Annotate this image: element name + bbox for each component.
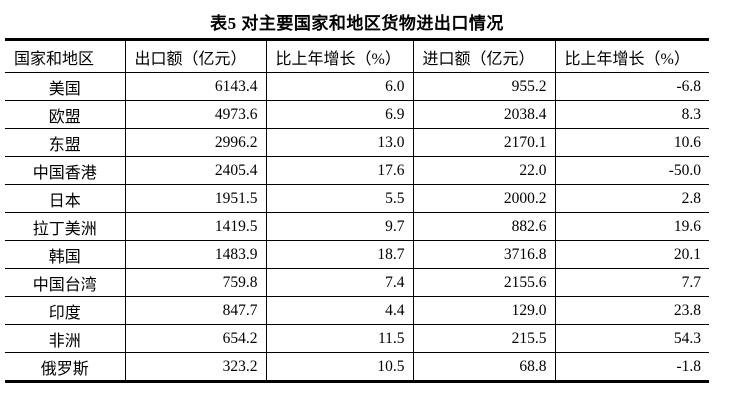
table-row: 印度 847.7 4.4 129.0 23.8 — [5, 296, 709, 325]
value-cell: 7.4 — [265, 268, 414, 297]
value-cell: 5.5 — [265, 184, 414, 213]
value-cell: 10.5 — [265, 352, 414, 382]
value-cell: 215.5 — [412, 324, 556, 353]
import-export-table: 国家和地区 出口额（亿元） 比上年增长（%） 进口额（亿元） 比上年增长（%） … — [5, 38, 709, 383]
value-cell: 13.0 — [265, 128, 414, 157]
table-body: 美国 6143.4 6.0 955.2 -6.8 欧盟 4973.6 6.9 2038.4 8.3… — [5, 72, 709, 382]
column-header-export-value: 出口额（亿元） — [124, 39, 267, 73]
value-cell: 2405.4 — [124, 156, 267, 185]
value-cell: 23.8 — [554, 296, 709, 325]
table-row: 非洲 654.2 11.5 215.5 54.3 — [5, 324, 709, 353]
value-cell: 6143.4 — [124, 72, 267, 101]
region-cell: 俄罗斯 — [5, 352, 126, 382]
region-cell: 中国香港 — [5, 156, 126, 185]
table-row: 东盟 2996.2 13.0 2170.1 10.6 — [5, 128, 709, 157]
value-cell: 4.4 — [265, 296, 414, 325]
value-cell: -1.8 — [554, 352, 709, 382]
value-cell: 1419.5 — [124, 212, 267, 241]
value-cell: 3716.8 — [412, 240, 556, 269]
value-cell: 323.2 — [124, 352, 267, 382]
value-cell: 1951.5 — [124, 184, 267, 213]
table-row: 中国香港 2405.4 17.6 22.0 -50.0 — [5, 156, 709, 185]
table-row: 中国台湾 759.8 7.4 2155.6 7.7 — [5, 268, 709, 297]
region-cell: 非洲 — [5, 324, 126, 353]
value-cell: 19.6 — [554, 212, 709, 241]
value-cell: 7.7 — [554, 268, 709, 297]
value-cell: 17.6 — [265, 156, 414, 185]
value-cell: 1483.9 — [124, 240, 267, 269]
region-cell: 日本 — [5, 184, 126, 213]
value-cell: 2.8 — [554, 184, 709, 213]
region-cell: 美国 — [5, 72, 126, 101]
value-cell: 2155.6 — [412, 268, 556, 297]
column-header-import-growth: 比上年增长（%） — [554, 39, 709, 73]
value-cell: 2000.2 — [412, 184, 556, 213]
table-row: 拉丁美洲 1419.5 9.7 882.6 19.6 — [5, 212, 709, 241]
value-cell: -50.0 — [554, 156, 709, 185]
value-cell: 11.5 — [265, 324, 414, 353]
region-cell: 欧盟 — [5, 100, 126, 129]
column-header-import-value: 进口额（亿元） — [412, 39, 556, 73]
value-cell: 68.8 — [412, 352, 556, 382]
value-cell: 9.7 — [265, 212, 414, 241]
value-cell: 10.6 — [554, 128, 709, 157]
region-cell: 印度 — [5, 296, 126, 325]
value-cell: 22.0 — [412, 156, 556, 185]
value-cell: 20.1 — [554, 240, 709, 269]
table-row: 欧盟 4973.6 6.9 2038.4 8.3 — [5, 100, 709, 129]
table-row: 美国 6143.4 6.0 955.2 -6.8 — [5, 72, 709, 101]
table-row: 日本 1951.5 5.5 2000.2 2.8 — [5, 184, 709, 213]
region-cell: 东盟 — [5, 128, 126, 157]
value-cell: 847.7 — [124, 296, 267, 325]
value-cell: 6.9 — [265, 100, 414, 129]
value-cell: 882.6 — [412, 212, 556, 241]
value-cell: 2996.2 — [124, 128, 267, 157]
region-cell: 拉丁美洲 — [5, 212, 126, 241]
value-cell: 54.3 — [554, 324, 709, 353]
table-row: 韩国 1483.9 18.7 3716.8 20.1 — [5, 240, 709, 269]
header-row: 国家和地区 出口额（亿元） 比上年增长（%） 进口额（亿元） 比上年增长（%） — [5, 39, 709, 73]
value-cell: 129.0 — [412, 296, 556, 325]
column-header-export-growth: 比上年增长（%） — [265, 39, 414, 73]
region-cell: 中国台湾 — [5, 268, 126, 297]
value-cell: 955.2 — [412, 72, 556, 101]
value-cell: 759.8 — [124, 268, 267, 297]
value-cell: 4973.6 — [124, 100, 267, 129]
page-title: 表5 对主要国家和地区货物进出口情况 — [210, 14, 504, 33]
value-cell: 2170.1 — [412, 128, 556, 157]
value-cell: 654.2 — [124, 324, 267, 353]
column-header-region: 国家和地区 — [5, 39, 126, 73]
region-cell: 韩国 — [5, 240, 126, 269]
value-cell: 6.0 — [265, 72, 414, 101]
table-row: 俄罗斯 323.2 10.5 68.8 -1.8 — [5, 352, 709, 382]
value-cell: -6.8 — [554, 72, 709, 101]
value-cell: 8.3 — [554, 100, 709, 129]
value-cell: 18.7 — [265, 240, 414, 269]
value-cell: 2038.4 — [412, 100, 556, 129]
